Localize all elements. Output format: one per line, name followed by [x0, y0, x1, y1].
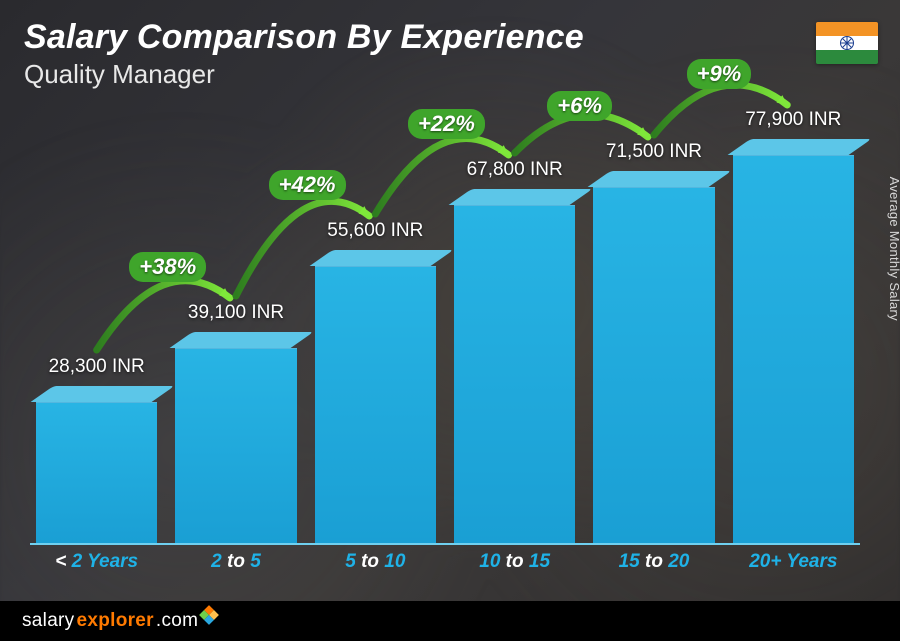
bar-value-label: 39,100 INR — [188, 302, 284, 324]
increase-badge-1: +42% — [269, 170, 346, 200]
increase-badge-0: +38% — [129, 252, 206, 282]
brand-logo: salaryexplorer.com — [22, 610, 216, 632]
bar-2: 55,600 INR — [315, 220, 436, 543]
x-axis-label-0: < 2 Years — [36, 551, 157, 573]
bar-shape — [593, 171, 714, 543]
increase-badge-2: +22% — [408, 109, 485, 139]
bar-4: 71,500 INR — [593, 141, 714, 543]
flag-band-bottom — [816, 50, 878, 64]
increase-badge-4: +9% — [687, 59, 752, 89]
brand-text-suffix: .com — [156, 610, 198, 632]
bar-0: 28,300 INR — [36, 356, 157, 543]
y-axis-label: Average Monthly Salary — [887, 176, 900, 320]
brand-text-plain: salary — [22, 610, 74, 632]
x-axis-label-5: 20+ Years — [733, 551, 854, 573]
brand-text-accent: explorer — [76, 610, 153, 632]
bar-shape — [454, 189, 575, 543]
bar-3: 67,800 INR — [454, 159, 575, 543]
bar-value-label: 71,500 INR — [606, 141, 702, 163]
increase-badge-3: +6% — [547, 91, 612, 121]
x-axis-line — [30, 543, 860, 545]
x-axis-label-1: 2 to 5 — [175, 551, 296, 573]
bar-shape — [733, 139, 854, 543]
bar-shape — [175, 332, 296, 543]
flag-band-mid — [816, 36, 878, 50]
chart-title: Salary Comparison By Experience — [24, 18, 876, 57]
country-flag-india — [816, 22, 878, 64]
bar-5: 77,900 INR — [733, 109, 854, 543]
bars-container: 28,300 INR 39,100 INR 55,600 INR 67,800 INR… — [30, 130, 860, 543]
x-axis-label-2: 5 to 10 — [315, 551, 436, 573]
brand-quad-icon — [199, 605, 219, 625]
salary-bar-chart: 28,300 INR 39,100 INR 55,600 INR 67,800 INR… — [30, 130, 860, 569]
bar-value-label: 28,300 INR — [49, 356, 145, 378]
bar-value-label: 77,900 INR — [745, 109, 841, 131]
bar-1: 39,100 INR — [175, 302, 296, 543]
flag-band-top — [816, 22, 878, 36]
x-axis-labels: < 2 Years 2 to 5 5 to 10 10 to 15 15 to 20 20… — [30, 551, 860, 573]
bar-shape — [315, 250, 436, 543]
bar-value-label: 67,800 INR — [467, 159, 563, 181]
footer: salaryexplorer.com — [0, 601, 900, 641]
bar-shape — [36, 386, 157, 543]
x-axis-label-3: 10 to 15 — [454, 551, 575, 573]
bar-value-label: 55,600 INR — [327, 220, 423, 242]
ashoka-chakra-icon — [840, 36, 854, 50]
x-axis-label-4: 15 to 20 — [593, 551, 714, 573]
